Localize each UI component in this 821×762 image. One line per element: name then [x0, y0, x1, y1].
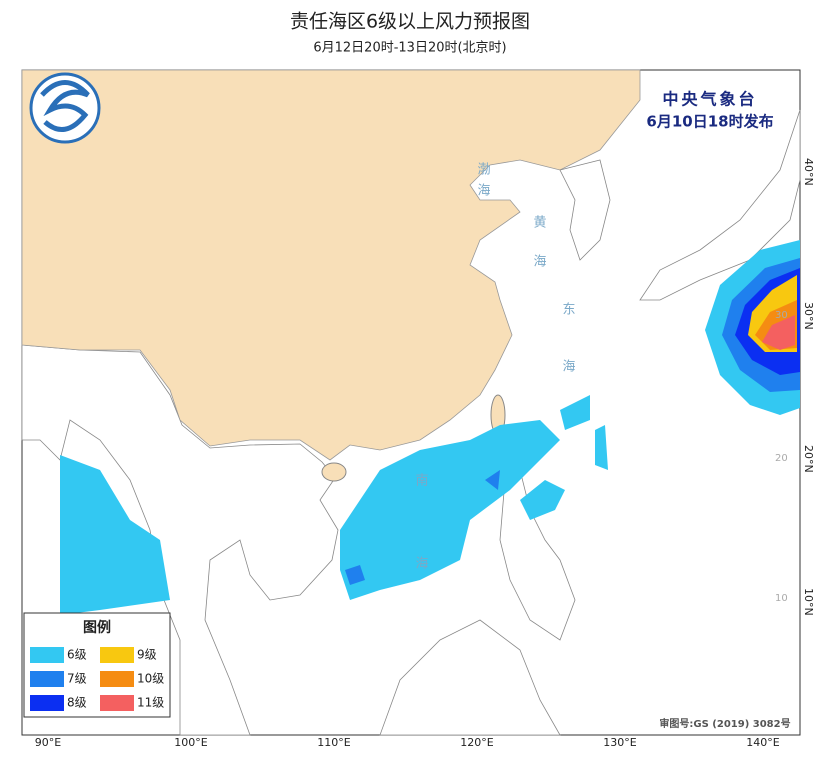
china-land — [21, 69, 641, 461]
wind-6-bay-of-bengal — [60, 455, 170, 615]
longitude-label: 140°E — [746, 736, 779, 749]
approval-number: 审图号:GS (2019) 3082号 — [659, 717, 790, 730]
legend-box — [23, 612, 171, 718]
legend-swatch — [30, 647, 64, 663]
legend-label: 10级 — [137, 672, 164, 686]
hainan — [321, 462, 347, 482]
legend-swatch — [100, 671, 134, 687]
inner-latitude-label: 20 — [775, 453, 788, 464]
latitude-label: 40°N — [802, 158, 815, 186]
logo — [29, 72, 101, 144]
longitude-label: 90°E — [35, 736, 61, 749]
legend-swatch — [30, 695, 64, 711]
korea — [559, 159, 611, 261]
wind-11-typhoon — [762, 315, 795, 350]
legend-label: 11级 — [137, 696, 164, 710]
issuer-name: 中央气象台 — [662, 90, 757, 109]
legend-label: 8级 — [67, 696, 87, 710]
sea-label: 南海 — [413, 472, 429, 639]
latitude-label: 20°N — [802, 445, 815, 473]
legend-swatch — [100, 647, 134, 663]
inner-latitude-label: 30 — [775, 310, 788, 321]
subtitle: 6月12日20时-13日20时(北京时) — [313, 41, 506, 56]
wind-areas — [60, 240, 800, 615]
legend-label: 9级 — [137, 648, 157, 662]
legend-title: 图例 — [83, 619, 111, 636]
legend-swatch — [30, 671, 64, 687]
longitude-label: 120°E — [460, 736, 493, 749]
wind-7-south-china-sea — [345, 470, 500, 585]
legend-label: 6级 — [67, 648, 87, 662]
longitude-label: 100°E — [174, 736, 207, 749]
map — [21, 69, 801, 736]
sea-label: 黄海 — [531, 215, 547, 293]
latitude-label: 30°N — [802, 302, 815, 330]
legend-swatch — [100, 695, 134, 711]
legend: 图例 6级 7级 8级 9级 10级 11级 — [23, 612, 171, 718]
wind-6-east-taiwan — [520, 395, 608, 520]
issue-time: 6月10日18时发布 — [646, 113, 773, 131]
title: 责任海区6级以上风力预报图 — [290, 11, 530, 33]
japan — [639, 109, 801, 301]
sea-label: 东海 — [560, 302, 576, 416]
longitude-label: 110°E — [317, 736, 350, 749]
longitude-label: 130°E — [603, 736, 636, 749]
sea-label: 渤海 — [475, 161, 491, 204]
inner-latitude-label: 10 — [775, 593, 788, 604]
legend-label: 7级 — [67, 672, 87, 686]
borneo — [379, 619, 561, 736]
southeast-asia — [21, 344, 339, 736]
latitude-label: 10°N — [802, 588, 815, 616]
wind-6-south-china-sea — [340, 420, 560, 600]
